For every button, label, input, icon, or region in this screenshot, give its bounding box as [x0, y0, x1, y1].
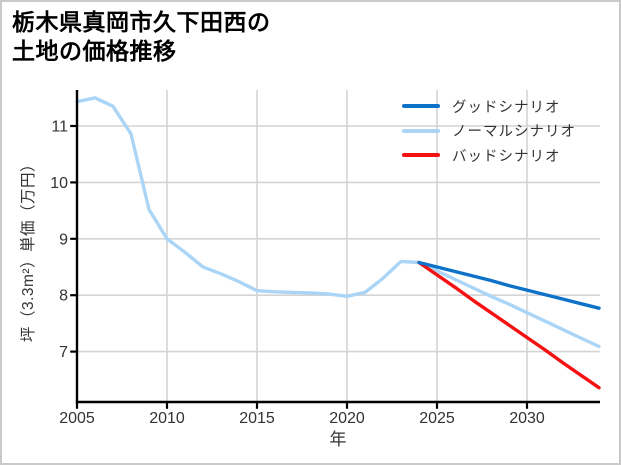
legend-swatch-bad — [402, 153, 440, 158]
x-axis-label: 年 — [329, 430, 347, 449]
y-axis-label: 坪（3.3m²）単価（万円） — [20, 155, 37, 343]
legend-item-bad: バッドシナリオ — [402, 143, 576, 168]
chart-title-line2: 土地の価格推移 — [12, 37, 177, 64]
x-tick-label-2005: 2005 — [59, 410, 95, 427]
legend-label-good: グッドシナリオ — [452, 99, 561, 116]
legend: グッドシナリオ ノーマルシナリオ バッドシナリオ — [402, 94, 576, 168]
legend-item-normal: ノーマルシナリオ — [402, 119, 576, 144]
x-tick-label-2020: 2020 — [329, 410, 365, 427]
legend-swatch-good — [402, 104, 440, 109]
chart-title-line1: 栃木県真岡市久下田西の — [12, 9, 271, 35]
legend-label-normal: ノーマルシナリオ — [452, 124, 576, 141]
legend-item-good: グッドシナリオ — [402, 94, 576, 119]
y-tick-label-11: 11 — [51, 119, 68, 136]
series-line-normal — [75, 96, 601, 349]
y-tick-label-7: 7 — [59, 344, 68, 361]
y-tick-label-9: 9 — [59, 231, 68, 248]
x-tick-label-2015: 2015 — [239, 410, 275, 427]
series-line-good — [417, 260, 601, 310]
y-tick-label-10: 10 — [50, 175, 68, 192]
series-line-bad — [417, 260, 601, 390]
chart-title: 栃木県真岡市久下田西の 土地の価格推移 — [12, 8, 271, 66]
x-tick-label-2025: 2025 — [419, 410, 455, 427]
x-tick-label-2030: 2030 — [509, 410, 545, 427]
legend-label-bad: バッドシナリオ — [452, 148, 561, 165]
y-tick-label-8: 8 — [59, 288, 68, 305]
legend-swatch-normal — [402, 128, 440, 133]
x-tick-label-2010: 2010 — [149, 410, 185, 427]
